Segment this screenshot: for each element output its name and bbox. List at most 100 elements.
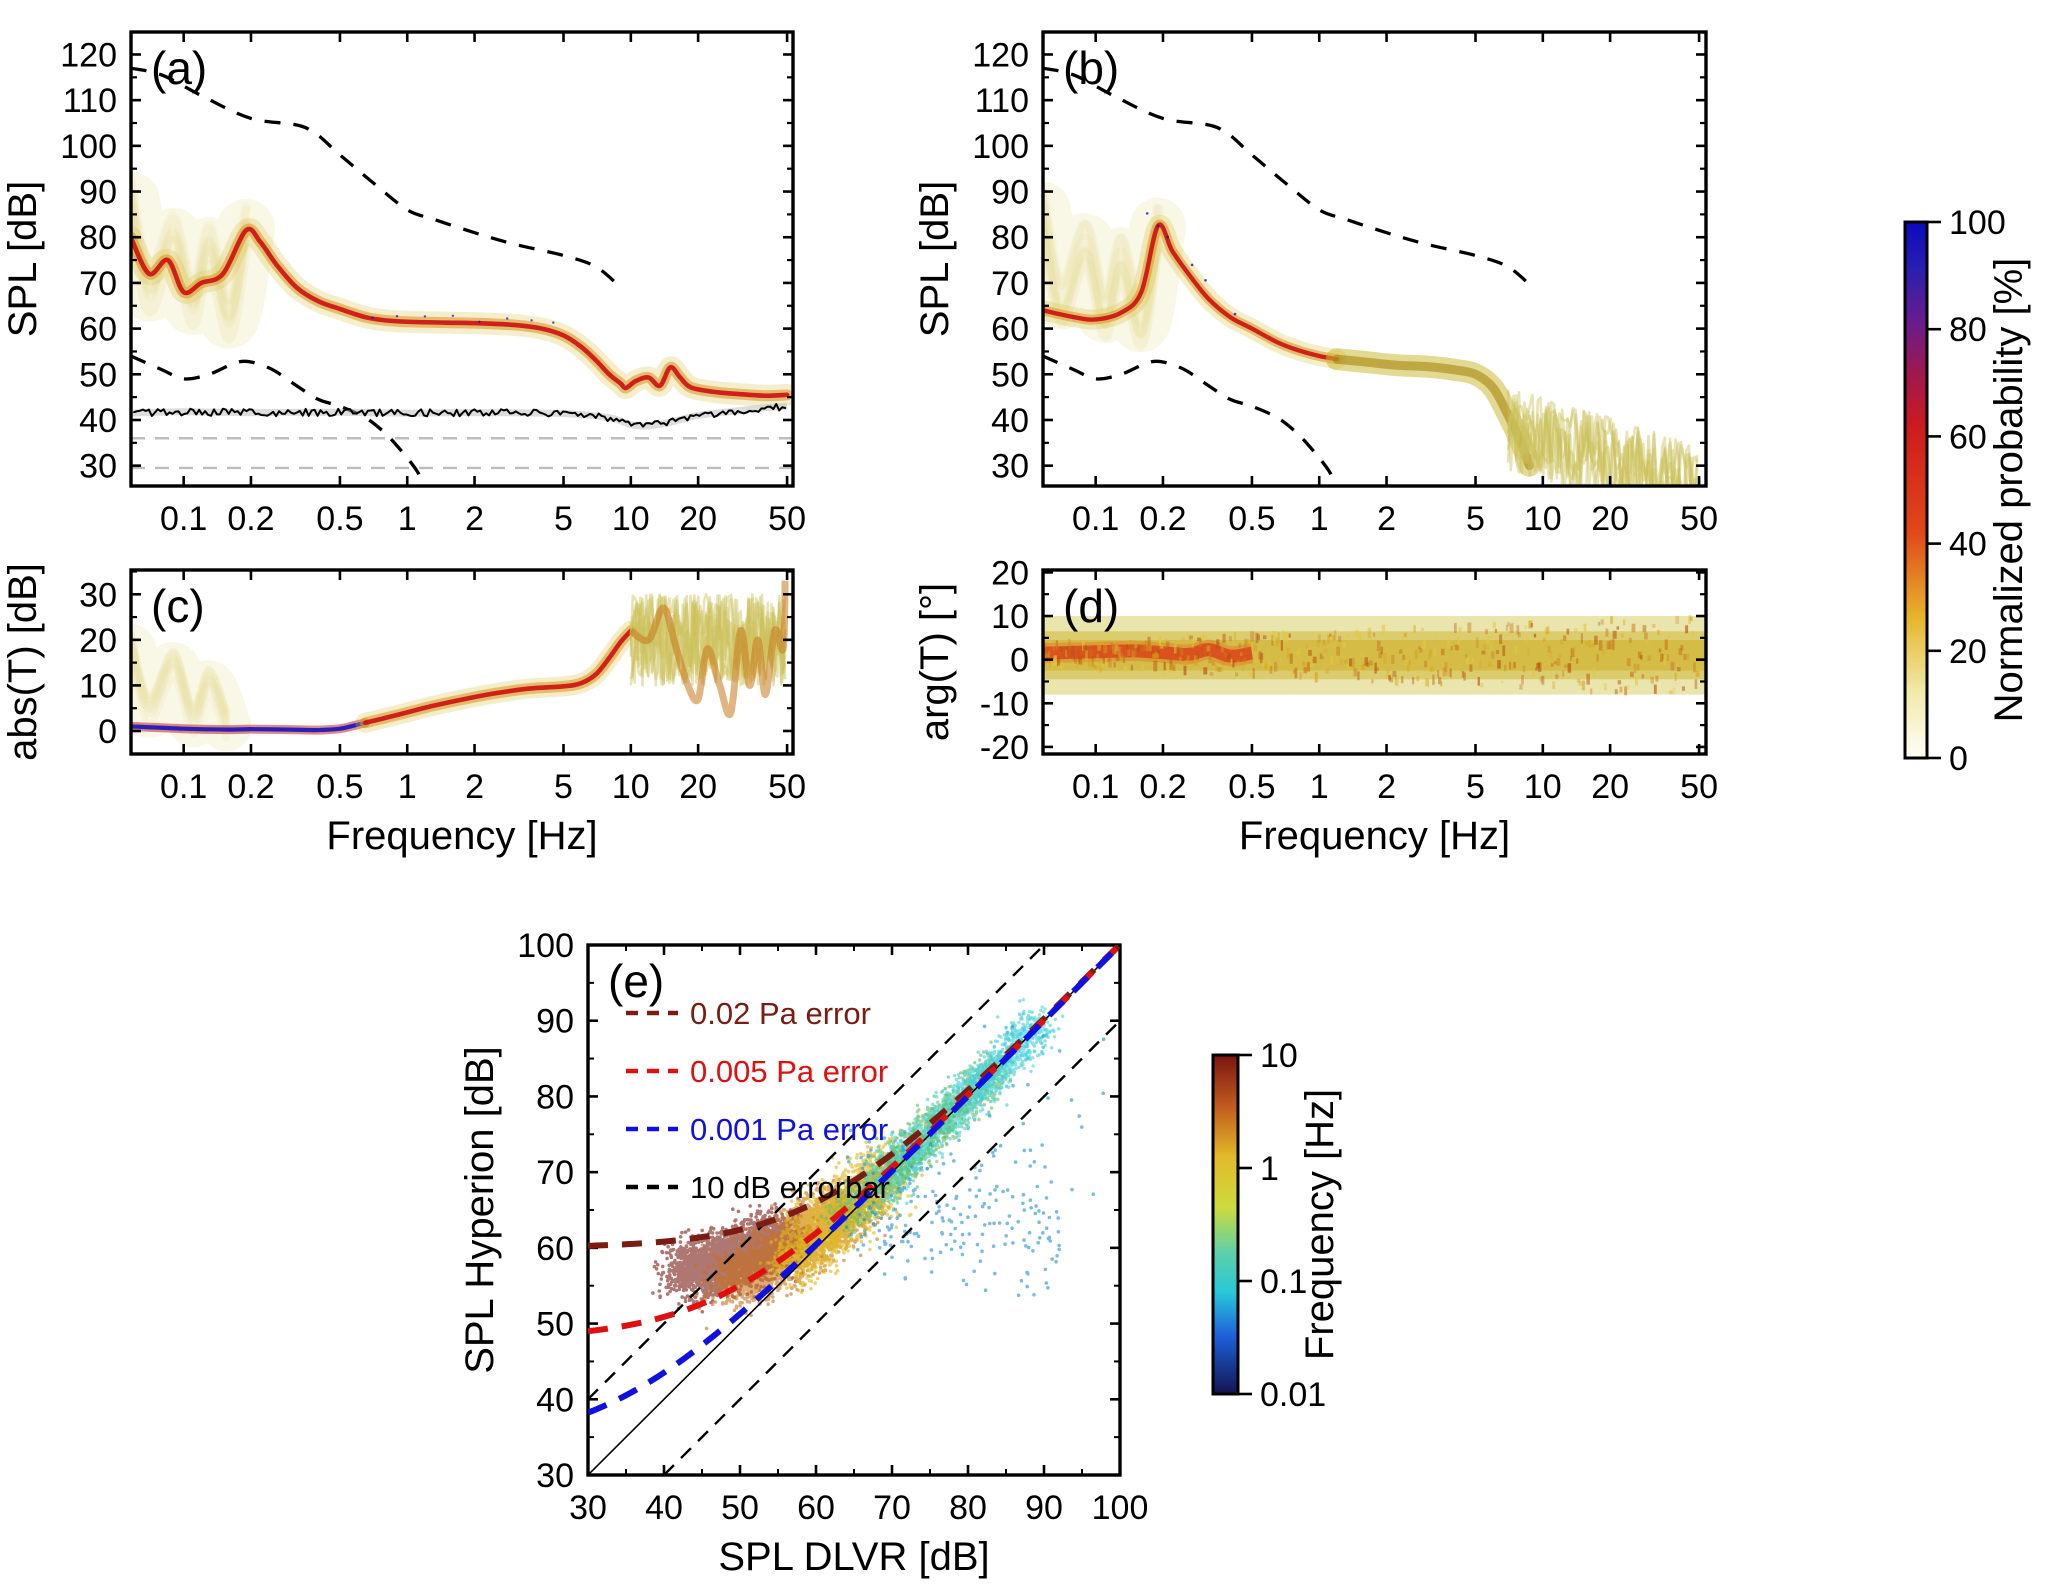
svg-text:20: 20: [1591, 500, 1629, 538]
svg-text:0.001 Pa error: 0.001 Pa error: [690, 1112, 888, 1147]
svg-text:10: 10: [79, 667, 117, 705]
svg-text:SPL DLVR [dB]: SPL DLVR [dB]: [718, 1535, 989, 1579]
svg-text:0.2: 0.2: [1139, 500, 1186, 538]
svg-text:0.1: 0.1: [1072, 768, 1119, 806]
svg-text:20: 20: [679, 768, 717, 806]
svg-text:-10: -10: [980, 685, 1029, 723]
svg-text:50: 50: [1680, 768, 1718, 806]
svg-text:30: 30: [991, 448, 1029, 486]
svg-text:5: 5: [1466, 500, 1485, 538]
svg-text:50: 50: [536, 1306, 574, 1344]
svg-text:5: 5: [1466, 768, 1485, 806]
svg-text:2: 2: [1377, 500, 1396, 538]
svg-text:60: 60: [991, 311, 1029, 349]
svg-text:80: 80: [991, 219, 1029, 257]
svg-text:90: 90: [536, 1003, 574, 1041]
svg-text:20: 20: [679, 500, 717, 538]
svg-text:0: 0: [98, 713, 117, 751]
svg-text:0.5: 0.5: [1228, 768, 1275, 806]
svg-text:0: 0: [1010, 642, 1029, 680]
svg-text:Frequency [Hz]: Frequency [Hz]: [326, 814, 597, 858]
svg-text:1: 1: [1310, 500, 1329, 538]
svg-text:(d): (d): [1063, 580, 1119, 632]
svg-text:Frequency [Hz]: Frequency [Hz]: [1239, 814, 1510, 858]
svg-text:90: 90: [79, 174, 117, 212]
svg-text:10: 10: [1524, 500, 1562, 538]
svg-text:30: 30: [536, 1457, 574, 1495]
svg-text:0.1: 0.1: [1072, 500, 1119, 538]
svg-text:100: 100: [1949, 204, 2006, 242]
svg-text:arg(T) [°]: arg(T) [°]: [913, 583, 957, 741]
svg-text:0.1: 0.1: [160, 768, 207, 806]
svg-text:0.2: 0.2: [1139, 768, 1186, 806]
svg-text:20: 20: [1949, 633, 1987, 671]
svg-text:0.2: 0.2: [227, 768, 274, 806]
svg-text:1: 1: [1310, 768, 1329, 806]
svg-text:80: 80: [1949, 311, 1987, 349]
svg-text:0.2: 0.2: [227, 500, 274, 538]
svg-text:5: 5: [554, 768, 573, 806]
svg-text:2: 2: [465, 500, 484, 538]
svg-text:100: 100: [517, 927, 574, 965]
svg-text:20: 20: [991, 554, 1029, 592]
svg-text:120: 120: [972, 37, 1029, 75]
svg-text:1: 1: [398, 768, 417, 806]
svg-text:40: 40: [645, 1489, 683, 1527]
svg-text:110: 110: [63, 82, 117, 120]
svg-text:0: 0: [1949, 740, 1968, 778]
svg-text:(e): (e): [608, 955, 664, 1007]
svg-text:0.1: 0.1: [160, 500, 207, 538]
svg-text:70: 70: [991, 265, 1029, 303]
svg-text:60: 60: [797, 1489, 835, 1527]
svg-text:80: 80: [536, 1078, 574, 1116]
svg-text:20: 20: [79, 622, 117, 660]
svg-text:10: 10: [612, 500, 650, 538]
svg-text:0.005 Pa error: 0.005 Pa error: [690, 1054, 888, 1089]
svg-text:70: 70: [536, 1154, 574, 1192]
svg-text:90: 90: [1025, 1489, 1063, 1527]
svg-text:50: 50: [991, 356, 1029, 394]
svg-text:10: 10: [1260, 1037, 1298, 1075]
svg-text:100: 100: [60, 128, 117, 166]
svg-text:60: 60: [536, 1230, 574, 1268]
svg-text:2: 2: [1377, 768, 1396, 806]
svg-text:50: 50: [768, 768, 806, 806]
svg-text:0.01: 0.01: [1260, 1376, 1326, 1414]
svg-text:40: 40: [991, 402, 1029, 440]
svg-text:(c): (c): [151, 580, 205, 632]
svg-text:110: 110: [975, 82, 1029, 120]
svg-text:50: 50: [768, 500, 806, 538]
svg-text:120: 120: [60, 36, 117, 74]
svg-text:0.5: 0.5: [1228, 500, 1275, 538]
svg-text:5: 5: [554, 500, 573, 538]
svg-text:40: 40: [1949, 526, 1987, 564]
svg-text:1: 1: [1260, 1150, 1279, 1188]
svg-text:SPL [dB]: SPL [dB]: [913, 181, 957, 337]
svg-text:1: 1: [398, 500, 417, 538]
svg-text:60: 60: [1949, 418, 1987, 456]
svg-text:0.5: 0.5: [316, 768, 363, 806]
svg-text:abs(T) [dB]: abs(T) [dB]: [1, 563, 45, 761]
svg-text:50: 50: [721, 1489, 759, 1527]
svg-text:30: 30: [79, 576, 117, 614]
svg-text:50: 50: [79, 356, 117, 394]
svg-text:60: 60: [79, 311, 117, 349]
svg-text:10: 10: [1524, 768, 1562, 806]
svg-text:0.5: 0.5: [316, 500, 363, 538]
svg-text:30: 30: [79, 448, 117, 486]
svg-text:0.02 Pa error: 0.02 Pa error: [690, 996, 871, 1031]
svg-text:10: 10: [612, 768, 650, 806]
svg-text:SPL [dB]: SPL [dB]: [1, 181, 45, 337]
svg-text:-20: -20: [980, 729, 1029, 767]
svg-text:10 dB errorbar: 10 dB errorbar: [690, 1170, 890, 1205]
svg-text:40: 40: [536, 1381, 574, 1419]
svg-text:30: 30: [569, 1489, 607, 1527]
svg-text:20: 20: [1591, 768, 1629, 806]
svg-text:(a): (a): [151, 42, 207, 94]
svg-text:50: 50: [1680, 500, 1718, 538]
svg-text:40: 40: [79, 402, 117, 440]
svg-text:100: 100: [972, 128, 1029, 166]
svg-text:Normalized probability [%]: Normalized probability [%]: [1987, 258, 2031, 723]
svg-text:100: 100: [1092, 1489, 1149, 1527]
svg-text:Frequency [Hz]: Frequency [Hz]: [1298, 1089, 1342, 1360]
